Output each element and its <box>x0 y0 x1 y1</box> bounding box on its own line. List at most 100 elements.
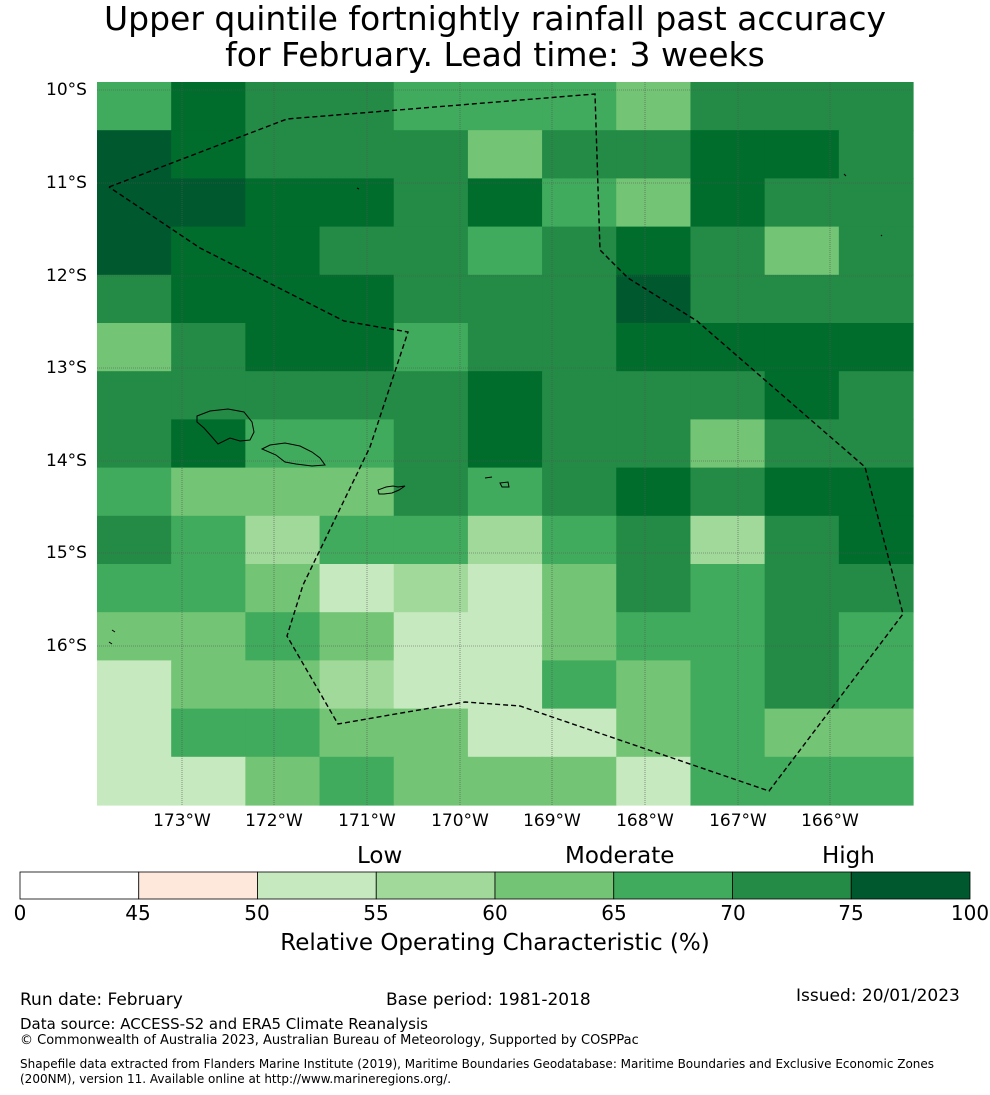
lat-label: 12°S <box>46 266 87 286</box>
colorbar-segment <box>494 871 615 900</box>
lat-label: 14°S <box>46 451 87 471</box>
map-cell <box>542 708 617 758</box>
colorbar-title: Relative Operating Characteristic (%) <box>280 930 710 956</box>
map-cell <box>171 371 246 420</box>
map-cell <box>393 660 469 710</box>
map-cell <box>838 708 914 758</box>
map-cell <box>690 226 766 276</box>
island-manua <box>484 476 510 488</box>
map-cell <box>245 82 321 131</box>
map-cell <box>838 419 914 469</box>
map-cell <box>319 708 395 758</box>
map-cell <box>542 130 617 179</box>
map-cell <box>838 323 914 372</box>
map-cell <box>319 323 395 372</box>
map-cell <box>838 226 914 276</box>
chart-title-line-1: Upper quintile fortnightly rainfall past… <box>103 0 887 38</box>
map-cell <box>542 660 617 710</box>
map-cell <box>97 756 172 806</box>
map-grid-cells <box>97 82 914 806</box>
map-cell <box>838 371 914 420</box>
map-cell <box>97 323 172 372</box>
map-cell <box>764 274 840 324</box>
map-cell <box>616 274 692 324</box>
map-cell <box>171 612 246 661</box>
map-cell <box>467 612 543 661</box>
map-cell <box>393 178 469 228</box>
map-cell <box>467 178 543 228</box>
lon-label: 169°W <box>523 811 581 831</box>
map-cell <box>616 323 692 372</box>
map-cell <box>97 564 172 613</box>
map-cell <box>245 756 321 806</box>
map-cell <box>97 612 172 661</box>
map-cell <box>97 130 172 179</box>
map-cell <box>764 467 840 517</box>
map-cell <box>319 564 395 613</box>
colorbar-segment <box>732 871 852 900</box>
map-cell <box>542 178 617 228</box>
map-cell <box>97 82 172 131</box>
map-cell <box>616 467 692 517</box>
map-cell <box>393 612 469 661</box>
map-cell <box>245 564 321 613</box>
colorbar-tick: 70 <box>720 901 746 925</box>
colorbar-segment <box>613 871 733 900</box>
map-cell <box>616 756 692 806</box>
colorbar-segment <box>138 871 258 900</box>
colorbar-segment <box>375 871 496 900</box>
map-cell <box>616 660 692 710</box>
shapefile-credit: Shapefile data extracted from Flanders M… <box>20 1057 935 1086</box>
map-cell <box>838 612 914 661</box>
islands <box>108 173 883 645</box>
map-cell <box>97 178 172 228</box>
base-period: Base period: 1981-2018 <box>386 990 591 1010</box>
map-cell <box>171 323 246 372</box>
map-cell <box>245 178 321 228</box>
map-cell <box>319 178 395 228</box>
map-cell <box>690 756 766 806</box>
map-cell <box>393 756 469 806</box>
lat-label: 16°S <box>46 636 87 656</box>
map-cell <box>245 130 321 179</box>
colorbar-tick: 45 <box>125 901 151 925</box>
map-cell <box>467 467 543 517</box>
colorbar-tick: 60 <box>482 901 508 925</box>
map-cell <box>690 178 766 228</box>
map-cell <box>245 660 321 710</box>
map-cell <box>616 708 692 758</box>
map-cell <box>393 226 469 276</box>
category-low-label: Low <box>357 843 403 869</box>
map-cell <box>542 82 617 131</box>
colorbar-segment <box>257 871 377 900</box>
map-cell <box>690 660 766 710</box>
category-moderate-label: Moderate <box>565 843 675 869</box>
map-cell <box>542 564 617 613</box>
lat-label: 15°S <box>46 543 87 563</box>
map-cell <box>838 130 914 179</box>
lon-label: 173°W <box>153 811 211 831</box>
map-cell <box>690 515 766 565</box>
map-cell <box>171 756 246 806</box>
map-cell <box>838 660 914 710</box>
map-cell <box>542 226 617 276</box>
category-high-label: High <box>822 843 875 869</box>
map-cell <box>245 708 321 758</box>
map-cell <box>542 274 617 324</box>
lon-label: 171°W <box>338 811 396 831</box>
map-cell <box>319 274 395 324</box>
map-cell <box>393 515 469 565</box>
map-cell <box>97 226 172 276</box>
map-cell <box>690 371 766 420</box>
map-cell <box>319 515 395 565</box>
map-cell <box>393 130 469 179</box>
island-wallis <box>108 629 116 645</box>
map-cell <box>393 274 469 324</box>
copyright: © Commonwealth of Australia 2023, Austra… <box>20 1033 639 1048</box>
map-cell <box>690 564 766 613</box>
map-cell <box>542 756 617 806</box>
map-cell <box>542 323 617 372</box>
lat-label: 10°S <box>46 80 87 100</box>
map-cell <box>764 612 840 661</box>
map-cell <box>616 82 692 131</box>
